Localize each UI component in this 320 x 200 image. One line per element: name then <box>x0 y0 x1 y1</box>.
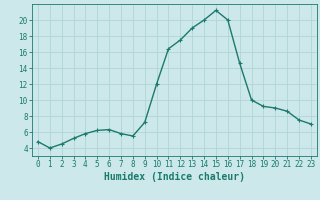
X-axis label: Humidex (Indice chaleur): Humidex (Indice chaleur) <box>104 172 245 182</box>
